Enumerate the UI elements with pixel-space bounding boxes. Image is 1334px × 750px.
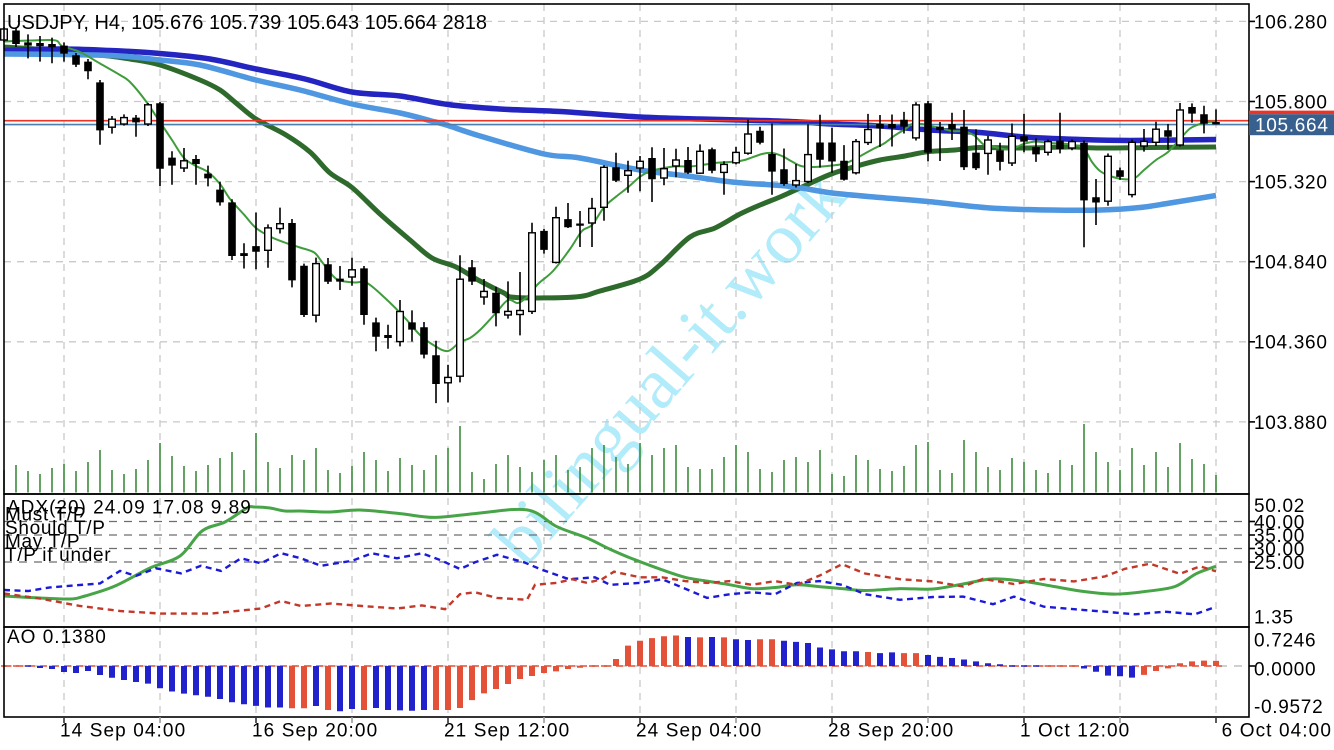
svg-text:50.02: 50.02 (1254, 496, 1305, 517)
svg-text:40.00: 40.00 (1254, 512, 1305, 533)
svg-text:105.664: 105.664 (1255, 115, 1329, 136)
svg-text:28 Sep 20:00: 28 Sep 20:00 (828, 721, 954, 742)
svg-text:0.0000: 0.0000 (1254, 659, 1316, 680)
svg-text:Must T/P: Must T/P (5, 504, 86, 525)
svg-text:AO 0.1380: AO 0.1380 (7, 627, 107, 648)
svg-text:ADX(20) 24.09 17.08 9.89: ADX(20) 24.09 17.08 9.89 (7, 498, 252, 519)
svg-text:6 Oct 04:00: 6 Oct 04:00 (1222, 721, 1332, 742)
svg-text:30.00: 30.00 (1254, 539, 1305, 560)
svg-text:104.360: 104.360 (1254, 333, 1328, 354)
svg-text:35.00: 35.00 (1254, 526, 1305, 547)
svg-text:105.320: 105.320 (1254, 173, 1328, 194)
svg-text:1 Oct 12:00: 1 Oct 12:00 (1020, 721, 1130, 742)
svg-text:106.280: 106.280 (1254, 12, 1328, 33)
svg-text:103.880: 103.880 (1254, 413, 1328, 434)
svg-text:21 Sep 12:00: 21 Sep 12:00 (444, 721, 570, 742)
svg-text:-0.9572: -0.9572 (1254, 697, 1323, 718)
svg-text:May T/P: May T/P (5, 531, 80, 552)
svg-text:104.840: 104.840 (1254, 253, 1328, 274)
svg-text:25.00: 25.00 (1254, 553, 1305, 574)
svg-text:1.35: 1.35 (1254, 608, 1294, 629)
svg-text:Should T/P: Should T/P (5, 518, 106, 539)
svg-text:14 Sep 04:00: 14 Sep 04:00 (60, 721, 186, 742)
svg-text:16 Sep 20:00: 16 Sep 20:00 (252, 721, 378, 742)
svg-text:T/P if under: T/P if under (5, 545, 111, 566)
svg-text:0.7246: 0.7246 (1254, 630, 1316, 651)
svg-text:USDJPY, H4, 105.676 105.739 10: USDJPY, H4, 105.676 105.739 105.643 105.… (7, 12, 487, 34)
svg-text:24 Sep 04:00: 24 Sep 04:00 (636, 721, 762, 742)
svg-text:105.800: 105.800 (1254, 92, 1328, 113)
